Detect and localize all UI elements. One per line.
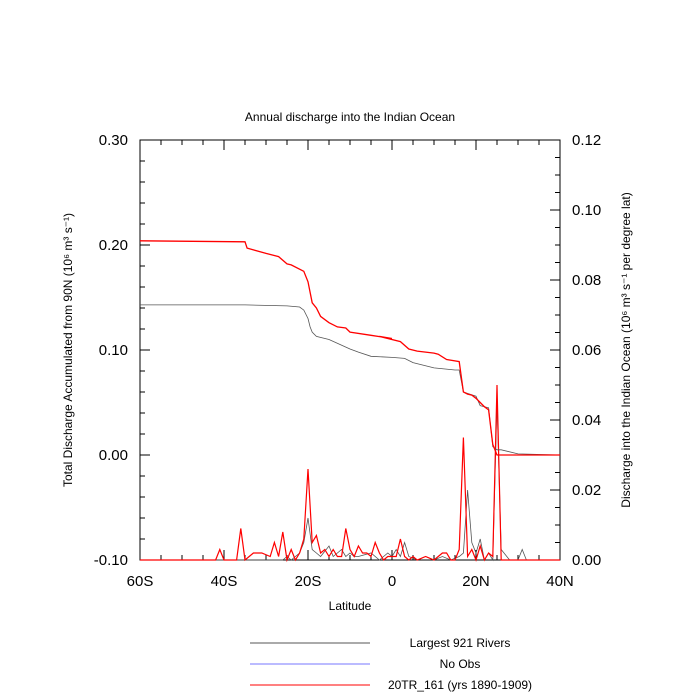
series-line-right-0: [140, 402, 560, 562]
y-right-tick-label: 0.12: [572, 132, 601, 149]
y-right-tick-label: 0.04: [572, 412, 601, 429]
legend-label: 20TR_161 (yrs 1890-1909): [388, 678, 532, 692]
y-right-tick-label: 0.02: [572, 482, 601, 499]
y-left-tick-label: 0.30: [99, 132, 128, 149]
y-left-tick-label: -0.10: [94, 552, 128, 569]
y-right-tick-label: 0.00: [572, 552, 601, 569]
series-line-left-0: [140, 304, 561, 456]
x-tick-label: 20N: [462, 573, 490, 590]
plot-area: 60S 40S 20S 0 20N 40N -0.10 0.00 0.10 0.20 0.30 0.0…: [94, 132, 601, 590]
y-axis-left-title: Total Discharge Accumulated from 90N (10…: [61, 213, 75, 487]
y-right-tick-label: 0.08: [572, 272, 601, 289]
chart-title: Annual discharge into the Indian Ocean: [245, 110, 455, 124]
y-left-tick-label: 0.10: [99, 342, 128, 359]
x-tick-label: 40N: [546, 573, 574, 590]
x-tick-label: 60S: [127, 573, 154, 590]
x-tick-label: 0: [388, 573, 396, 590]
y-right-tick-label: 0.10: [572, 202, 601, 219]
x-tick-label: 40S: [211, 573, 238, 590]
y-left-tick-label: 0.20: [99, 237, 128, 254]
legend: Largest 921 Rivers No Obs 20TR_161 (yrs 18…: [250, 636, 532, 692]
series-line-right-1: [140, 384, 560, 563]
x-tick-label: 20S: [295, 573, 322, 590]
y-left-tick-label: 0.00: [99, 447, 128, 464]
legend-label: No Obs: [440, 657, 481, 671]
plot-frame: [139, 139, 561, 561]
legend-label: Largest 921 Rivers: [410, 636, 511, 650]
x-axis-title: Latitude: [329, 599, 372, 613]
series-line-left-2: [139, 240, 560, 456]
y-axis-right-title: Discharge into the Indian Ocean (10⁶ m³ …: [619, 192, 633, 507]
y-right-tick-label: 0.06: [572, 342, 601, 359]
